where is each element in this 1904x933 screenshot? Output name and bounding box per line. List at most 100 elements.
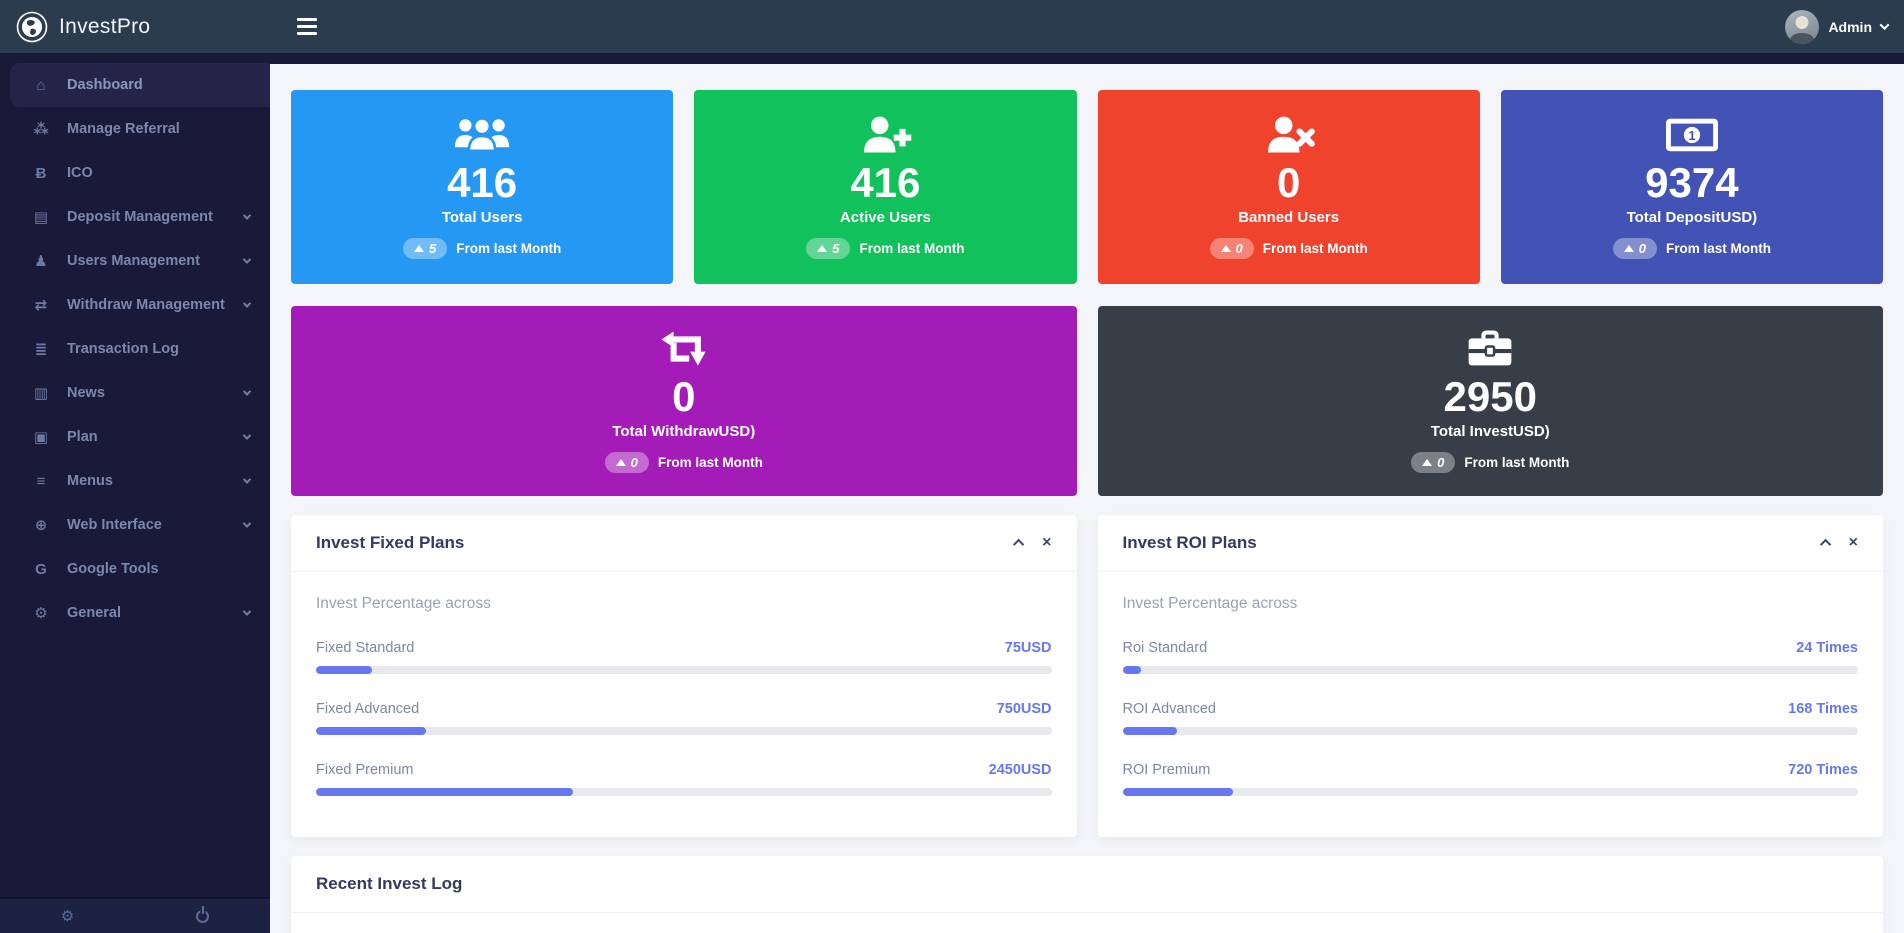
invest-fixed-plans-panel: Invest Fixed Plans × Invest Percentage a…: [291, 515, 1077, 837]
chevron-down-icon: [242, 255, 252, 264]
progress-track: [1122, 788, 1858, 796]
progress-fill: [1122, 788, 1233, 796]
power-icon: [196, 910, 209, 924]
sitemap-icon: ⁂: [33, 121, 49, 138]
stat-note: From last Month: [1665, 240, 1771, 256]
stat-note: From last Month: [657, 454, 763, 470]
delta-badge: 0: [1612, 237, 1657, 259]
newspaper-icon: ▥: [33, 385, 49, 402]
chevron-down-icon: [242, 431, 252, 440]
progress-fill: [316, 666, 372, 674]
plans-row: Invest Fixed Plans × Invest Percentage a…: [291, 515, 1883, 837]
plan-row: Fixed Premium 2450USD: [316, 762, 1052, 796]
home-icon: ⌂: [36, 76, 46, 94]
close-icon[interactable]: ×: [1848, 534, 1858, 551]
sidebar-item-label: Users Management: [67, 253, 200, 269]
user-x-icon: [1267, 116, 1315, 153]
sidebar: ⌂ Dashboard ⁂ Manage Referral Ƀ ICO ▤ De…: [0, 53, 270, 933]
sidebar-item-ico[interactable]: Ƀ ICO: [0, 151, 270, 195]
progress-track: [316, 788, 1052, 796]
brand[interactable]: InvestPro: [0, 11, 270, 43]
plan-value: 75USD: [1004, 640, 1052, 656]
sidebar-item-plan[interactable]: ▣ Plan: [0, 415, 270, 459]
stat-value: 416: [447, 159, 518, 207]
plan-row: ROI Premium 720 Times: [1122, 762, 1858, 796]
sidebar-item-news[interactable]: ▥ News: [0, 371, 270, 415]
topbar: InvestPro Admin: [0, 0, 1904, 53]
delta-badge: 0: [1209, 237, 1254, 259]
user-menu[interactable]: Admin: [1785, 9, 1904, 44]
menu-bars-icon: ≡: [36, 472, 46, 490]
user-name: Admin: [1828, 18, 1872, 35]
hamburger-menu-icon[interactable]: [297, 18, 317, 35]
user-plus-icon: [864, 116, 912, 153]
delta-badge: 5: [403, 237, 448, 259]
sidebar-item-dashboard[interactable]: ⌂ Dashboard: [10, 63, 270, 107]
plan-row: Fixed Standard 75USD: [316, 640, 1052, 674]
collapse-icon[interactable]: [1819, 538, 1831, 551]
settings-gear-icon[interactable]: ⚙: [60, 908, 75, 925]
stat-label: Total WithdrawUSD): [612, 422, 756, 440]
stat-footnote: 0 From last Month: [1209, 237, 1368, 259]
avatar: [1785, 9, 1820, 44]
sidebar-item-withdraw-management[interactable]: ⇄ Withdraw Management: [0, 283, 270, 327]
stat-note: From last Month: [1262, 240, 1368, 256]
up-arrow-icon: [1220, 244, 1231, 252]
panel-title: Invest Fixed Plans: [316, 533, 465, 552]
bitcoin-icon: Ƀ: [35, 164, 47, 182]
users-icon: ♟: [34, 253, 48, 270]
users-icon: [455, 117, 510, 153]
progress-fill: [1122, 666, 1141, 674]
panel-header: Recent Invest Log: [291, 856, 1883, 913]
sidebar-item-menus[interactable]: ≡ Menus: [0, 459, 270, 503]
plan-value: 720 Times: [1788, 762, 1858, 778]
progress-track: [316, 666, 1052, 674]
sidebar-item-transaction-log[interactable]: ≣ Transaction Log: [0, 327, 270, 371]
panel-actions: ×: [1819, 534, 1858, 551]
up-arrow-icon: [1422, 458, 1433, 466]
plan-value: 2450USD: [988, 762, 1052, 778]
sidebar-item-general[interactable]: ⚙ General: [0, 591, 270, 635]
stat-footnote: 0 From last Month: [604, 451, 763, 473]
sidebar-nav: ⌂ Dashboard ⁂ Manage Referral Ƀ ICO ▤ De…: [0, 53, 270, 635]
stat-cards-row-1: 416 Total Users 5 From last Month 416 Ac…: [291, 90, 1883, 284]
sidebar-item-label: Menus: [67, 473, 113, 489]
up-arrow-icon: [817, 244, 828, 252]
sidebar-item-users-management[interactable]: ♟ Users Management: [0, 239, 270, 283]
delta-badge: 5: [806, 237, 851, 259]
stat-note: From last Month: [859, 240, 965, 256]
stat-value: 416: [850, 159, 921, 207]
content: 416 Total Users 5 From last Month 416 Ac…: [270, 64, 1904, 933]
delta-badge: 0: [1411, 451, 1456, 473]
retweet-icon: [661, 332, 706, 366]
gear-icon: ⚙: [34, 605, 48, 622]
stat-label: Total DepositUSD): [1626, 208, 1758, 226]
sidebar-item-web-interface[interactable]: ⊕ Web Interface: [0, 503, 270, 547]
sidebar-item-label: Plan: [67, 429, 98, 445]
globe-icon: ⊕: [34, 517, 48, 534]
sidebar-item-deposit-management[interactable]: ▤ Deposit Management: [0, 195, 270, 239]
collapse-icon[interactable]: [1013, 538, 1025, 551]
invest-roi-plans-panel: Invest ROI Plans × Invest Percentage acr…: [1097, 515, 1884, 837]
progress-fill: [1122, 727, 1177, 735]
close-icon[interactable]: ×: [1042, 534, 1052, 551]
sidebar-item-label: ICO: [67, 165, 93, 181]
progress-track: [1122, 666, 1858, 674]
stat-footnote: 0 From last Month: [1612, 237, 1771, 259]
sidebar-footer: ⚙: [0, 897, 270, 933]
panel-body: Invest Percentage across Fixed Standard 7…: [291, 572, 1077, 819]
plan-row: ROI Advanced 168 Times: [1122, 701, 1858, 735]
stat-note: From last Month: [1464, 454, 1570, 470]
panel-body: Invest Percentage across Roi Standard 24 …: [1098, 572, 1884, 819]
sidebar-item-google-tools[interactable]: G Google Tools: [0, 547, 270, 591]
total-withdraw-card: 0 Total WithdrawUSD) 0 From last Month: [291, 306, 1077, 496]
plan-label: ROI Advanced: [1122, 701, 1217, 717]
sidebar-item-manage-referral[interactable]: ⁂ Manage Referral: [0, 107, 270, 151]
stat-label: Total InvestUSD): [1430, 422, 1550, 440]
panel-title: Invest ROI Plans: [1122, 533, 1257, 552]
sidebar-item-label: Dashboard: [67, 77, 143, 93]
svg-text:1: 1: [1688, 128, 1695, 143]
stat-label: Banned Users: [1238, 208, 1340, 226]
app-title: InvestPro: [59, 14, 151, 38]
logout-power-button[interactable]: [135, 908, 270, 925]
